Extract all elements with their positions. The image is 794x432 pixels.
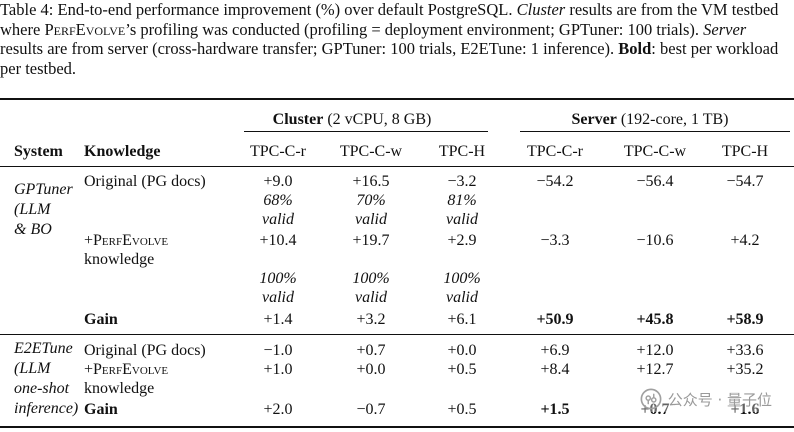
top-rule [0, 98, 794, 100]
e2etune-perfevolve-server-tpcc-w: +12.7 [636, 361, 674, 378]
e2etune-gain-label: Gain [84, 401, 118, 418]
gptuner-original-cluster-tpch: −3.2 [447, 173, 477, 190]
group-header-cluster: Cluster (2 vCPU, 8 GB) [272, 111, 432, 128]
group-header-server: Server (192-core, 1 TB) [571, 111, 729, 128]
system-e2etune: E2ETune (LLM one-shot inference) [14, 340, 79, 417]
gptuner-gain-server-tpch: +58.9 [726, 311, 764, 328]
e2etune-original-server-tpch: +33.6 [726, 342, 764, 359]
e2etune-original-label: Original (PG docs) [84, 342, 206, 359]
header-server-tpcc-r: TPC-C-r [527, 143, 583, 160]
gptuner-perfevolve-cluster-tpcc-w: +19.7 [352, 232, 390, 249]
e2etune-original-server-tpcc-w: +12.0 [636, 342, 674, 359]
header-cluster-tpcc-r: TPC-C-r [250, 143, 306, 160]
e2etune-perfevolve-cluster-tpcc-r: +1.0 [263, 361, 293, 378]
gptuner-perfevolve-cluster-tpch: +2.9 [447, 232, 477, 249]
e2etune-original-cluster-tpcc-r: −1.0 [263, 342, 293, 359]
gptuner-original-server-tpcc-w: −56.4 [636, 173, 674, 190]
gptuner-original-cluster-tpcc-w: +16.5 [352, 173, 390, 190]
header-server-tpch: TPC-H [721, 143, 769, 160]
gptuner-original-server-tpcc-r: −54.2 [536, 173, 574, 190]
gptuner-perfevolve-label: +PerfEvolve knowledge [84, 232, 169, 268]
gptuner-perfevolve-valid-tpcc-r: 100% valid [259, 270, 297, 306]
header-server-tpcc-w: TPC-C-w [623, 143, 687, 160]
header-cluster-tpcc-w: TPC-C-w [339, 143, 403, 160]
e2etune-gain-cluster-tpcc-w: −0.7 [356, 401, 386, 418]
system-gptuner: GPTuner (LLM & BO [14, 181, 73, 238]
watermark-text: 公众号 · 量子位 [667, 390, 772, 409]
e2etune-gain-server-tpcc-r: +1.5 [540, 401, 570, 418]
gptuner-perfevolve-valid-tpcc-w: 100% valid [352, 270, 390, 306]
e2etune-gain-server-tpcc-w: +0.7 [640, 401, 670, 418]
e2etune-perfevolve-cluster-tpcc-w: +0.0 [356, 361, 386, 378]
gptuner-perfevolve-valid-tpch: 100% valid [443, 270, 481, 306]
gptuner-gain-cluster-tpcc-w: +3.2 [356, 311, 386, 328]
e2etune-gain-server-tpch: +1.6 [730, 401, 760, 418]
watermark: 公众号 · 量子位 [635, 386, 776, 412]
gptuner-original-label: Original (PG docs) [84, 173, 206, 190]
gptuner-original-valid-tpcc-w: 70% valid [355, 192, 387, 228]
gptuner-gain-cluster-tpcc-r: +1.4 [263, 311, 293, 328]
caption-label: Table 4: [0, 0, 54, 19]
e2etune-original-server-tpcc-r: +6.9 [540, 342, 570, 359]
gptuner-gain-server-tpcc-w: +45.8 [636, 311, 674, 328]
cluster-underline [244, 131, 488, 132]
header-knowledge: Knowledge [84, 143, 161, 160]
gptuner-original-cluster-tpcc-r: +9.0 [263, 173, 293, 190]
gptuner-original-server-tpch: −54.7 [726, 173, 764, 190]
gptuner-perfevolve-cluster-tpcc-r: +10.4 [259, 232, 297, 249]
section-rule [0, 334, 794, 335]
e2etune-perfevolve-label: +PerfEvolve knowledge [84, 361, 169, 397]
gptuner-perfevolve-server-tpcc-w: −10.6 [636, 232, 674, 249]
gptuner-gain-cluster-tpch: +6.1 [447, 311, 477, 328]
e2etune-gain-cluster-tpch: +0.5 [447, 401, 477, 418]
gptuner-perfevolve-server-tpch: +4.2 [730, 232, 760, 249]
e2etune-perfevolve-server-tpch: +35.2 [726, 361, 764, 378]
wechat-official-account-icon [640, 388, 662, 410]
table-caption: Table 4: End-to-end performance improvem… [0, 0, 779, 78]
e2etune-perfevolve-cluster-tpch: +0.5 [447, 361, 477, 378]
e2etune-perfevolve-server-tpcc-r: +8.4 [540, 361, 570, 378]
gptuner-gain-label: Gain [84, 311, 118, 328]
server-underline [520, 131, 790, 132]
e2etune-original-cluster-tpch: +0.0 [447, 342, 477, 359]
bottom-rule [0, 426, 794, 428]
gptuner-original-valid-tpch: 81% valid [446, 192, 478, 228]
header-cluster-tpch: TPC-H [438, 143, 486, 160]
e2etune-original-cluster-tpcc-w: +0.7 [356, 342, 386, 359]
header-rule [0, 166, 794, 167]
gptuner-gain-server-tpcc-r: +50.9 [536, 311, 574, 328]
header-system: System [14, 143, 63, 160]
gptuner-original-valid-tpcc-r: 68% valid [262, 192, 294, 228]
e2etune-gain-cluster-tpcc-r: +2.0 [263, 401, 293, 418]
gptuner-perfevolve-server-tpcc-r: −3.3 [540, 232, 570, 249]
